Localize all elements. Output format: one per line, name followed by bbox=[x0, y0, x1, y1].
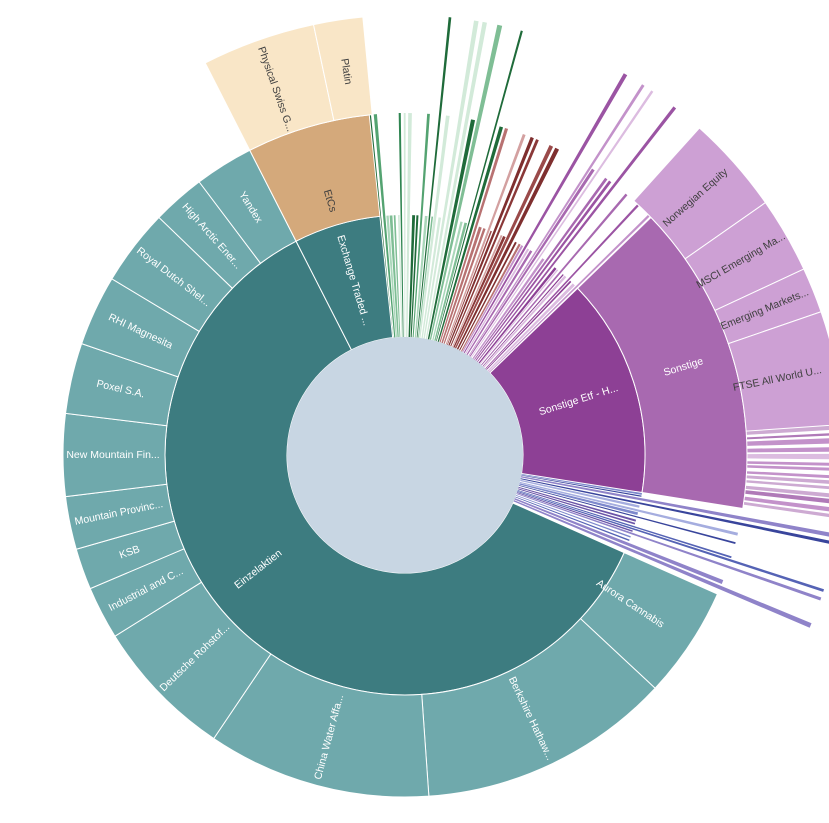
thin-segment[interactable] bbox=[487, 283, 575, 372]
thin-segment[interactable] bbox=[485, 204, 640, 369]
thin-segment[interactable] bbox=[439, 127, 509, 343]
thin-segment[interactable] bbox=[515, 494, 631, 538]
sunburst-center[interactable] bbox=[287, 337, 523, 573]
thin-segment[interactable] bbox=[419, 115, 450, 339]
thin-segment[interactable] bbox=[436, 30, 523, 342]
thin-segment[interactable] bbox=[412, 113, 430, 338]
thin-segment[interactable] bbox=[746, 424, 829, 435]
thin-segment[interactable] bbox=[519, 483, 639, 516]
thin-segment[interactable] bbox=[398, 113, 404, 338]
thin-segment[interactable] bbox=[466, 250, 533, 355]
thin-segment[interactable] bbox=[481, 193, 628, 366]
thin-segment[interactable] bbox=[516, 493, 822, 601]
thin-segment[interactable] bbox=[488, 214, 650, 373]
thin-segment[interactable] bbox=[519, 481, 739, 536]
thin-segment[interactable] bbox=[460, 243, 521, 352]
segment-platin[interactable] bbox=[312, 16, 373, 122]
thin-segment[interactable] bbox=[518, 485, 736, 544]
thin-segment[interactable] bbox=[469, 168, 595, 357]
thin-segment[interactable] bbox=[515, 496, 630, 541]
thin-segment[interactable] bbox=[437, 126, 504, 342]
thin-segment[interactable] bbox=[406, 113, 412, 338]
thin-segment[interactable] bbox=[744, 490, 829, 505]
thin-segment[interactable] bbox=[746, 453, 829, 460]
thin-segment[interactable] bbox=[476, 106, 677, 363]
thin-segment[interactable] bbox=[746, 447, 829, 453]
thin-segment[interactable] bbox=[393, 215, 401, 338]
thin-segment[interactable] bbox=[456, 147, 560, 350]
thin-segment[interactable] bbox=[408, 215, 416, 338]
thin-segment[interactable] bbox=[441, 226, 482, 344]
thin-segment[interactable] bbox=[427, 119, 476, 340]
thin-segment[interactable] bbox=[486, 280, 572, 370]
thin-segment[interactable] bbox=[453, 235, 506, 348]
thin-segment[interactable] bbox=[472, 258, 545, 359]
thin-segment[interactable] bbox=[520, 479, 640, 508]
thin-segment[interactable] bbox=[465, 248, 530, 355]
thin-segment[interactable] bbox=[423, 20, 479, 339]
thin-segment[interactable] bbox=[459, 241, 517, 351]
thin-segment[interactable] bbox=[520, 476, 829, 538]
thin-segment[interactable] bbox=[414, 215, 428, 338]
thin-segment[interactable] bbox=[474, 177, 608, 360]
thin-segment[interactable] bbox=[517, 489, 732, 559]
thin-segment[interactable] bbox=[517, 488, 636, 525]
thin-segment[interactable] bbox=[518, 486, 637, 522]
thin-segment[interactable] bbox=[434, 222, 468, 342]
thin-segment[interactable] bbox=[745, 485, 829, 499]
thin-segment[interactable] bbox=[513, 500, 812, 628]
thin-segment[interactable] bbox=[418, 216, 434, 338]
thin-segment[interactable] bbox=[479, 269, 559, 365]
thin-segment[interactable] bbox=[521, 473, 643, 495]
thin-segment[interactable] bbox=[416, 17, 452, 338]
thin-segment[interactable] bbox=[443, 228, 486, 344]
thin-segment[interactable] bbox=[520, 478, 829, 545]
thin-segment[interactable] bbox=[445, 133, 526, 345]
thin-segment[interactable] bbox=[745, 480, 829, 490]
thin-segment[interactable] bbox=[478, 267, 557, 364]
segment-ftse-all-world-u[interactable] bbox=[727, 311, 829, 432]
thin-segment[interactable] bbox=[746, 461, 829, 466]
thin-segment[interactable] bbox=[421, 217, 442, 339]
thin-segment[interactable] bbox=[475, 180, 612, 361]
thin-segment[interactable] bbox=[429, 24, 503, 340]
thin-segment[interactable] bbox=[746, 471, 829, 479]
thin-segment[interactable] bbox=[514, 498, 724, 584]
thin-segment[interactable] bbox=[746, 432, 829, 440]
thin-segment[interactable] bbox=[482, 274, 564, 367]
thin-segment[interactable] bbox=[425, 21, 487, 340]
thin-segment[interactable] bbox=[450, 139, 539, 347]
thin-segment[interactable] bbox=[397, 215, 403, 338]
thin-segment[interactable] bbox=[386, 215, 397, 338]
thin-segment[interactable] bbox=[483, 275, 567, 368]
thin-segment[interactable] bbox=[373, 114, 396, 338]
thin-segment[interactable] bbox=[521, 474, 642, 497]
thin-segment[interactable] bbox=[746, 475, 829, 485]
thin-segment[interactable] bbox=[452, 234, 503, 348]
thin-segment[interactable] bbox=[471, 90, 654, 358]
thin-segment[interactable] bbox=[410, 215, 419, 338]
segment-new-mountain-fin[interactable] bbox=[62, 412, 168, 498]
thin-segment[interactable] bbox=[462, 245, 524, 353]
thin-segment[interactable] bbox=[516, 492, 633, 532]
thin-segment[interactable] bbox=[746, 438, 829, 446]
thin-segment[interactable] bbox=[432, 221, 463, 341]
thin-segment[interactable] bbox=[448, 136, 534, 346]
thin-segment[interactable] bbox=[463, 73, 628, 354]
thin-segment[interactable] bbox=[517, 490, 825, 592]
thin-segment[interactable] bbox=[468, 84, 645, 357]
thin-segment[interactable] bbox=[447, 230, 492, 346]
thin-segment[interactable] bbox=[389, 215, 399, 338]
thin-segment[interactable] bbox=[454, 145, 554, 349]
thin-segment[interactable] bbox=[743, 501, 829, 519]
thin-segment[interactable] bbox=[744, 496, 829, 513]
thin-segment[interactable] bbox=[403, 112, 406, 337]
thin-segment[interactable] bbox=[746, 465, 829, 471]
